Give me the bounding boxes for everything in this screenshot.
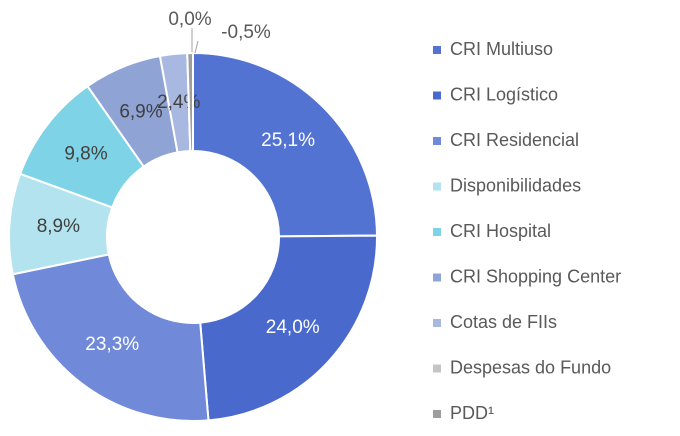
legend-label: CRI Shopping Center bbox=[450, 266, 621, 286]
legend-marker bbox=[433, 410, 441, 418]
legend-label: CRI Hospital bbox=[450, 221, 551, 241]
data-label: 8,9% bbox=[37, 216, 80, 237]
legend-marker bbox=[433, 182, 441, 191]
legend-label: CRI Residencial bbox=[450, 130, 579, 150]
data-label: 9,8% bbox=[64, 144, 107, 165]
legend-marker bbox=[433, 364, 441, 373]
data-label: -0,5% bbox=[221, 22, 271, 43]
data-label: 24,0% bbox=[266, 317, 320, 338]
legend-marker bbox=[433, 228, 441, 236]
legend-label: CRI Multiuso bbox=[450, 39, 553, 59]
slice bbox=[186, 51, 194, 153]
legend-label: CRI Logístico bbox=[450, 84, 558, 104]
legend-marker bbox=[433, 91, 441, 100]
legend-marker bbox=[433, 46, 441, 54]
legend-marker bbox=[433, 137, 441, 145]
legend-label: Disponibilidades bbox=[450, 175, 581, 195]
slice bbox=[192, 51, 379, 238]
data-label: 23,3% bbox=[85, 334, 139, 355]
slice bbox=[199, 234, 378, 422]
data-label: 0,0% bbox=[168, 9, 211, 30]
legend-label: Cotas de FIIs bbox=[450, 312, 557, 332]
data-label: 25,1% bbox=[261, 130, 315, 151]
leader-line bbox=[194, 40, 199, 54]
slice bbox=[11, 253, 210, 422]
legend-marker bbox=[433, 273, 441, 282]
legend-marker bbox=[433, 319, 441, 327]
legend-label: Despesas do Fundo bbox=[450, 357, 611, 377]
legend-label: PDD¹ bbox=[450, 403, 494, 423]
data-label: 6,9% bbox=[119, 101, 162, 122]
